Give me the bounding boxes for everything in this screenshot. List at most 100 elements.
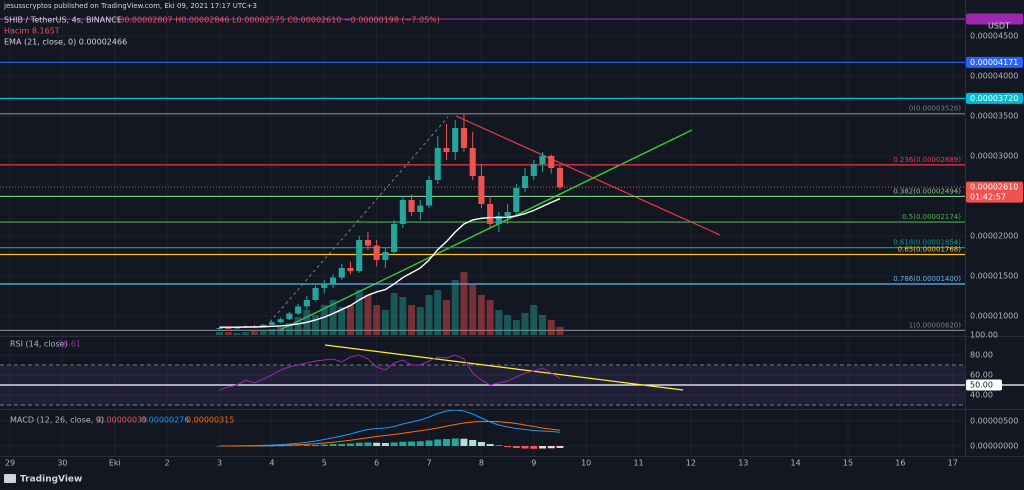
fib-label: 0.618(0.00001854) [893, 239, 961, 247]
candle-body [295, 306, 302, 314]
support-trendline [279, 129, 693, 331]
macd-histogram-bar [539, 446, 547, 449]
macd-histogram-bar [469, 440, 477, 446]
volume-bar [268, 329, 276, 335]
price-label-box [966, 379, 1002, 391]
candle-body [443, 147, 450, 152]
x-tick-label: 16 [895, 459, 905, 468]
macd-histogram-bar [277, 445, 285, 447]
macd-histogram-bar [408, 441, 416, 446]
x-tick-label: 7 [426, 459, 431, 468]
macd-histogram-bar [329, 444, 337, 446]
volume-bar [364, 295, 372, 335]
volume-bar [495, 310, 503, 335]
volume-bar [320, 305, 328, 335]
y-tick-label: 0.00004000 [970, 71, 1018, 80]
ohlc-readout: O0.00002807 H0.00002846 L0.00002575 C0.0… [118, 16, 440, 25]
grid [0, 0, 1024, 456]
macd-histogram-bar [547, 446, 555, 449]
signal-line [219, 421, 561, 447]
publisher: jesusscryptos published on TradingView.c… [3, 2, 257, 10]
macd-histogram-bar [425, 440, 433, 446]
x-tick-label: 17 [948, 459, 958, 468]
candle-body [321, 283, 328, 288]
x-tick-label: 14 [791, 459, 801, 468]
candle-body [539, 155, 546, 164]
rsi-title: RSI (14, close) [10, 340, 68, 349]
macd-histogram-bar [364, 442, 372, 446]
price-label-box [966, 92, 1023, 104]
candle-body [391, 223, 398, 252]
candle-body [356, 239, 363, 272]
volume-bar [216, 332, 224, 335]
candle-body [277, 319, 284, 323]
y-tick-label: 100.00 [970, 331, 998, 340]
volume-bar [451, 280, 459, 335]
macd-histogram-bar [521, 446, 529, 449]
volume-bar [512, 320, 520, 335]
volume-bar [338, 307, 346, 335]
macd-histogram-bar [399, 441, 407, 446]
volume-bar [556, 326, 564, 335]
candle-body [521, 175, 529, 188]
volume-bar [259, 330, 267, 335]
countdown: 01:42:57 [970, 193, 1006, 202]
x-tick-label: 6 [374, 459, 379, 468]
macd-histogram-bar [443, 439, 450, 446]
macd-histogram-bar [495, 445, 503, 446]
x-tick-label: 13 [738, 459, 748, 468]
x-tick-label: Eki [109, 459, 121, 468]
candle-body [434, 147, 441, 180]
volume-bar [250, 331, 258, 335]
macd-histogram-bar [530, 446, 538, 449]
x-tick-label: 10 [581, 459, 591, 468]
candle-body [495, 215, 502, 224]
y-tick-label: 0.00001500 [970, 271, 1018, 280]
volume-bar [539, 315, 547, 335]
x-tick-label: 29 [5, 459, 15, 468]
volume-bar [233, 333, 241, 335]
fib-label: 0(0.00003528) [909, 105, 961, 113]
volume-bar [390, 293, 398, 335]
x-tick-label: 15 [843, 459, 853, 468]
candle-body [417, 205, 424, 212]
candle-body [373, 245, 380, 260]
volume-bar [312, 315, 320, 335]
candle-body [469, 147, 476, 176]
volume-bar [329, 300, 337, 335]
x-tick-label: 30 [57, 459, 67, 468]
macd-histogram-bar [477, 442, 485, 446]
candle-body [487, 203, 494, 224]
volume-bar [425, 295, 433, 335]
price-label-box [966, 56, 1023, 68]
candle-body [425, 179, 433, 206]
macd-histogram-bar [486, 444, 494, 446]
volume-bar [373, 305, 381, 335]
labels: 0.00004500 0.00004000 0.00003500 0.00003000… [5, 13, 1023, 468]
volume-bar [242, 332, 250, 335]
price-label: 0.00003720 [970, 94, 1018, 103]
y-tick-label: 0.00004500 [970, 31, 1018, 40]
y-tick-label: 0.00003500 [970, 111, 1018, 120]
volume-bar [486, 300, 494, 335]
currency: USDT [988, 22, 1010, 31]
candle-body [347, 267, 354, 272]
volume-bar [504, 315, 512, 335]
macd-histogram-bar [434, 439, 442, 446]
price-label: 0.00004171 [970, 58, 1018, 67]
macd-histogram-bar [285, 445, 293, 447]
volume-bar [521, 313, 529, 335]
price-label-box [966, 181, 1023, 203]
rsi-line [219, 354, 561, 391]
candle-body [268, 322, 275, 325]
macd-title: MACD (12, 26, close, 9) [10, 416, 104, 425]
x-tick-label: 11 [633, 459, 643, 468]
y-tick-label: 0.00002000 [970, 231, 1018, 240]
candle-body [460, 127, 468, 148]
volume-readout: Hacim 8.165T [4, 27, 60, 36]
volume-bar [346, 305, 354, 335]
brand[interactable]: TradingView [20, 475, 82, 485]
